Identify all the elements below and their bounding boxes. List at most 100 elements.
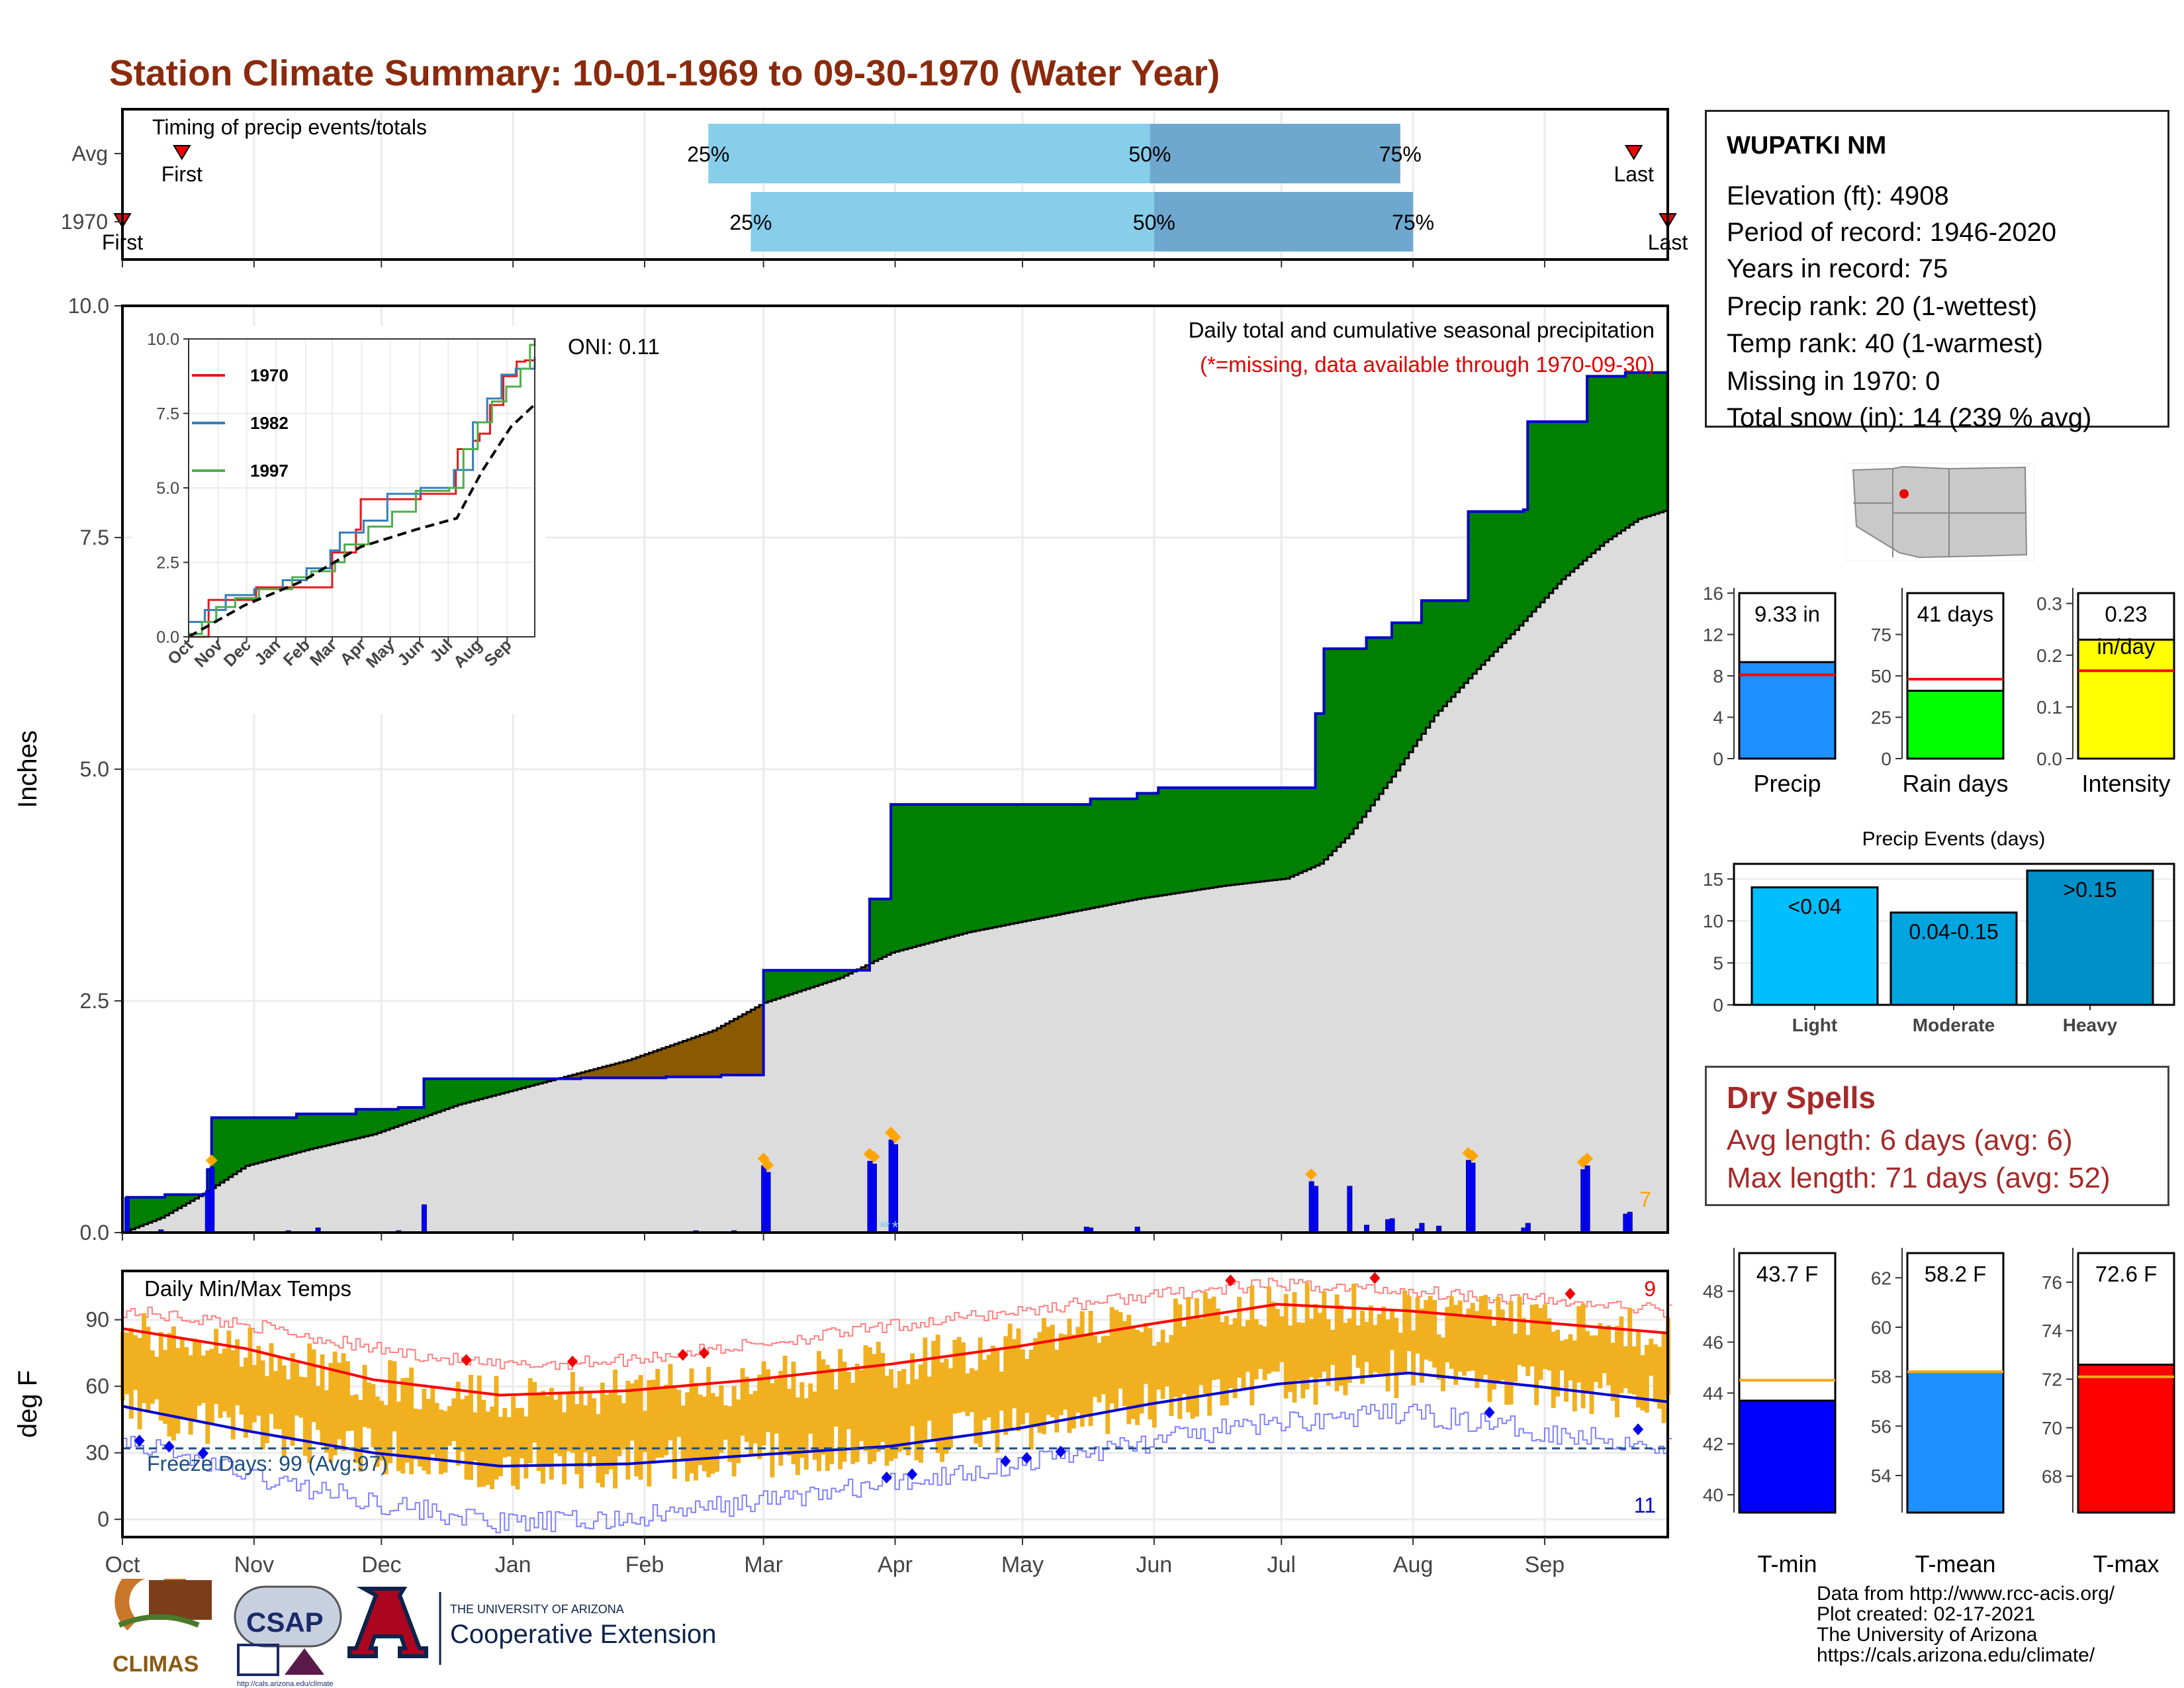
summary-value-label: 9.33 in (1754, 602, 1820, 626)
station-years: Years in record: 75 (1727, 254, 1948, 283)
temp-label: Daily Min/Max Temps (144, 1276, 351, 1301)
summary-ytick-label: 44 (1703, 1383, 1723, 1403)
summary-ytick-label: 12 (1703, 625, 1723, 645)
record-low-count: 11 (1634, 1493, 1656, 1517)
timing-percent-label: 75% (1379, 142, 1422, 166)
timing-percent-label: 75% (1392, 211, 1434, 234)
precip_summary_bars-panel: 9.33 in 0 4 8 12 16 Precip (1703, 583, 1837, 797)
station-snow: Total snow (in): 14 (239 % avg) (1727, 403, 2092, 432)
daily-precip-bar (1347, 1186, 1353, 1233)
temp-xtick-label: Nov (234, 1552, 274, 1577)
record-high-marker (1369, 1272, 1381, 1284)
temp-xtick-label: Jul (1267, 1552, 1296, 1577)
station-info-box: WUPATKI NM Elevation (ft): 4908 Period o… (1705, 110, 2169, 432)
station-temp-rank: Temp rank: 40 (1-warmest) (1727, 329, 2043, 358)
summary-ytick-label: 8 (1713, 666, 1723, 686)
summary-ytick-label: 0 (1881, 749, 1891, 769)
freeze-label: Freeze Days: 99 (Avg:97) (147, 1452, 388, 1476)
events-bar-label: >0.15 (2064, 878, 2117, 902)
summary-bar (1906, 690, 2005, 760)
record-low-marker (1021, 1452, 1032, 1464)
summary-ytick-label: 56 (1871, 1416, 1891, 1436)
temp-xtick-label: Feb (625, 1552, 664, 1577)
temp_summary_bars-panel: 43.7 F 40 42 44 46 48 T-min (1703, 1248, 1837, 1577)
timing-label: Timing of precip events/totals (152, 115, 427, 139)
record-high-marker (461, 1354, 472, 1366)
events-title: Precip Events (days) (1862, 828, 2046, 850)
credit-url: https://cals.arizona.edu/climate/ (1817, 1644, 2095, 1666)
summary-ytick-label: 16 (1703, 583, 1723, 604)
record-low-marker (1000, 1455, 1011, 1468)
timing-row-label: Avg (71, 142, 108, 165)
inset-legend-label: 1982 (250, 413, 289, 433)
temperature-panel: 0 30 60 90 deg F Daily Min/Max Temps Freeze Da… (13, 1270, 1672, 1577)
daily-precip-bar (1389, 1218, 1395, 1233)
temp-ytick-label: 90 (85, 1308, 109, 1332)
precip-ytick-label: 2.5 (80, 989, 109, 1013)
daily-precip-bar (765, 1172, 771, 1233)
inset-ytick-label: 10.0 (147, 330, 179, 349)
locator-map (1846, 463, 2034, 562)
summary-ytick-label: 4 (1713, 708, 1723, 728)
daily-max-marker (1581, 1152, 1594, 1165)
precip-ylabel: Inches (13, 730, 42, 808)
record-low-marker (881, 1471, 892, 1483)
timing-percent-label: 25% (729, 211, 772, 234)
precip-ytick-label: 0.0 (80, 1221, 109, 1244)
summary-xlabel: T-max (2093, 1550, 2159, 1577)
csap-logo: CSAP http://cals.arizona.edu/climate (234, 1585, 342, 1688)
inset-legend-label: 1997 (250, 461, 289, 481)
events-frame (1733, 863, 2175, 1006)
events-category-label: Light (1792, 1015, 1837, 1035)
summary-ytick-label: 0.1 (2036, 697, 2062, 718)
events-ytick-label: 10 (1703, 911, 1723, 931)
timing-percent-label: 50% (1133, 211, 1175, 234)
missing-marker: * (884, 1217, 890, 1237)
timing-bar-50-75 (1154, 192, 1414, 252)
events-ytick-label: 5 (1713, 953, 1723, 974)
dry-spells-avg: Avg length: 6 days (avg: 6) (1727, 1124, 2073, 1156)
daily-precip-bar (124, 1197, 130, 1233)
temp-xtick-label: Sep (1525, 1552, 1565, 1577)
summary-value-label: 41 days (1917, 602, 1994, 626)
events-category-label: Moderate (1913, 1015, 1995, 1035)
summary-ytick-label: 62 (1871, 1268, 1891, 1288)
record-high-line (122, 1278, 1672, 1370)
summary-ytick-label: 40 (1703, 1485, 1723, 1505)
timing-last-marker (1624, 145, 1643, 160)
normal-precip-area (122, 510, 1668, 1233)
timing-row-label: 1970 (61, 210, 108, 234)
missing-marker: * (879, 1217, 886, 1237)
summary-ytick-label: 46 (1703, 1333, 1723, 1353)
timing-percent-label: 50% (1128, 142, 1171, 166)
record-high-count: 9 (1644, 1277, 1656, 1301)
summary-xlabel: T-mean (1915, 1550, 1995, 1577)
events-bar (2026, 869, 2154, 1006)
temp-xtick-label: Aug (1393, 1552, 1433, 1577)
daily-precip-bar (1525, 1223, 1531, 1233)
precip-ytick-label: 7.5 (80, 526, 109, 549)
record-high-marker (1565, 1288, 1576, 1300)
record-high-marker (677, 1348, 688, 1361)
summary-ytick-label: 50 (1871, 666, 1891, 686)
record-high-marker (1225, 1274, 1236, 1287)
ua-logo: THE UNIVERSITY OF ARIZONA Cooperative Ex… (347, 1587, 716, 1665)
record-low-marker (907, 1468, 918, 1481)
credit-created: Plot created: 02-17-2021 (1817, 1603, 2036, 1625)
summary-xlabel: Precip (1753, 770, 1821, 797)
events-ytick-label: 15 (1703, 869, 1723, 890)
events-bar-label: 0.04-0.15 (1909, 920, 1998, 944)
temp-xtick-label: Apr (878, 1552, 913, 1577)
inset-panel: 1970198219970.02.55.07.510.0OctNovDecJan… (132, 326, 546, 714)
page-title: Station Climate Summary: 10-01-1969 to 0… (109, 52, 1220, 93)
timing-bar-25-50 (708, 124, 1150, 183)
station-missing: Missing in 1970: 0 (1727, 367, 1940, 396)
ua-big-text: Cooperative Extension (450, 1620, 716, 1649)
precip-panel: ** * 0.0 2.5 5.0 7.5 10.0 Inches Daily total and… (13, 294, 1669, 1244)
summary-ytick-label: 75 (1871, 625, 1891, 645)
events-bar (1751, 886, 1879, 1006)
station-precip-rank: Precip rank: 20 (1-wettest) (1727, 292, 2038, 321)
station-name: WUPATKI NM (1727, 132, 1887, 160)
summary-value-label: 58.2 F (1925, 1262, 1987, 1286)
